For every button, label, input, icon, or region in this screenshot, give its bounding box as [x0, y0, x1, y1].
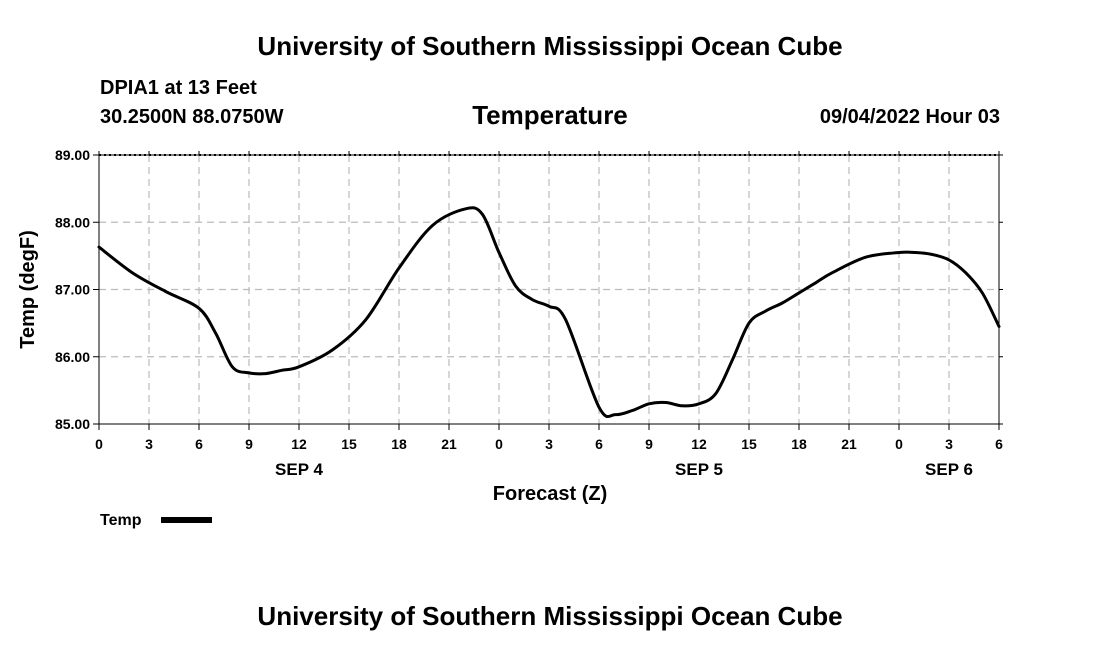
date-label: SEP 6	[925, 460, 973, 479]
x-tick-label: 0	[895, 436, 903, 452]
date-labels: SEP 4 SEP 5 SEP 6	[275, 460, 973, 479]
x-tick-label: 18	[791, 436, 807, 452]
x-tick-label: 3	[545, 436, 553, 452]
x-tick-label: 0	[95, 436, 103, 452]
station-label: DPIA1 at 13 Feet	[100, 77, 257, 99]
forecast-datetime: 09/04/2022 Hour 03	[819, 106, 1000, 128]
x-tick-label: 6	[995, 436, 1003, 452]
x-tick-labels: 0 3 6 9 12 15 18 21 0 3 6 9 12 15 18 21 0 3 6	[95, 436, 1003, 452]
date-label: SEP 5	[675, 460, 723, 479]
series-line-temp	[97, 206, 1001, 419]
top-title: University of Southern Mississippi Ocean…	[257, 31, 843, 61]
x-tick-label: 15	[341, 436, 357, 452]
y-tick-label: 87.00	[55, 282, 90, 298]
y-axis-label: Temp (degF)	[17, 230, 39, 349]
x-tick-label: 12	[691, 436, 707, 452]
x-tick-label: 12	[291, 436, 307, 452]
x-tick-label: 0	[495, 436, 503, 452]
legend: Temp	[100, 512, 212, 529]
x-tick-label: 6	[195, 436, 203, 452]
x-tick-label: 18	[391, 436, 407, 452]
bottom-title: University of Southern Mississippi Ocean…	[257, 601, 843, 631]
legend-label: Temp	[100, 512, 142, 529]
y-tick-label: 88.00	[55, 214, 90, 230]
y-tick-label: 85.00	[55, 416, 90, 432]
station-coordinates: 30.2500N 88.0750W	[100, 106, 284, 128]
y-tick-labels: 85.00 86.00 87.00 88.00 89.00	[55, 147, 90, 432]
date-label: SEP 4	[275, 460, 323, 479]
x-tick-label: 21	[441, 436, 457, 452]
x-tick-label: 9	[245, 436, 253, 452]
x-axis-label: Forecast (Z)	[493, 483, 607, 505]
x-tick-label: 6	[595, 436, 603, 452]
x-tick-label: 3	[945, 436, 953, 452]
x-tick-label: 9	[645, 436, 653, 452]
x-tick-label: 15	[741, 436, 757, 452]
temperature-chart: 85.00 86.00 87.00 88.00 89.00 0 3 6 9 12 15 18 21 0 3…	[17, 147, 1003, 529]
axis-ticks	[93, 151, 1003, 430]
x-tick-label: 3	[145, 436, 153, 452]
plot-frame	[98, 154, 1000, 425]
grid-lines	[99, 155, 999, 424]
y-tick-label: 86.00	[55, 349, 90, 365]
chart-subtitle: Temperature	[472, 100, 628, 130]
y-tick-label: 89.00	[55, 147, 90, 163]
x-tick-label: 21	[841, 436, 857, 452]
